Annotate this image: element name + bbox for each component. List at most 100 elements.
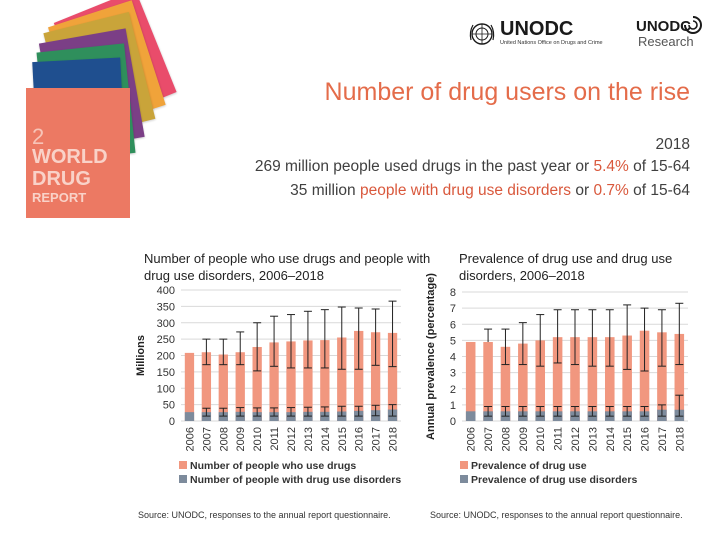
report-cover-front: 2 WORLD DRUG REPORT (26, 88, 130, 218)
unodc-research-logo: UNODC Research (636, 14, 706, 50)
x-tick-label: 2012 (570, 427, 582, 451)
chart-right: 0 1 2 3 4 5 6 7 8 Annual prevalence (percentage) 2… (425, 273, 688, 486)
y-tick-label: 0 (450, 416, 456, 428)
y-tick-label: 3 (450, 368, 456, 380)
x-tick-label: 2014 (605, 427, 617, 451)
bar-users (518, 343, 528, 421)
y-axis-label: Millions (135, 335, 147, 376)
x-tick-label: 2013 (303, 427, 315, 451)
bar-users (535, 340, 546, 421)
x-tick-label: 2014 (320, 427, 332, 451)
bar-users (570, 337, 580, 421)
bar-users (465, 341, 476, 421)
bar-users (483, 341, 493, 421)
y-tick-label: 0 (169, 416, 175, 428)
x-tick-label: 2006 (466, 427, 478, 451)
x-tick-label: 2010 (252, 427, 264, 451)
bar-users (252, 346, 262, 421)
bar-users (337, 337, 347, 421)
bar-users (184, 352, 195, 421)
x-tick-label: 2012 (286, 427, 298, 451)
legend-label: Prevalence of drug use disorders (471, 474, 637, 486)
legend-swatch (460, 461, 468, 469)
bar-users (320, 340, 330, 421)
un-emblem-icon (469, 23, 495, 45)
x-tick-label: 2006 (184, 427, 196, 451)
bar-users (622, 335, 632, 421)
stat-disorders-percent: 0.7% (593, 182, 629, 199)
chart-left: 0 50 100 150 200 250 300 350 400 Millions 2006 2007… (135, 285, 401, 486)
y-tick-label: 200 (157, 351, 175, 363)
y-tick-label: 250 (157, 334, 175, 346)
legend-swatch (179, 475, 187, 483)
x-tick-label: 2017 (371, 427, 383, 451)
y-tick-label: 100 (157, 383, 175, 395)
y-tick-label: 6 (450, 319, 456, 331)
unodc-logo-subtitle: United Nations Office on Drugs and Crime (500, 40, 603, 46)
bar-users (354, 330, 364, 421)
y-tick-label: 300 (157, 318, 175, 330)
research-swirl-icon (684, 16, 702, 34)
legend-label: Number of people with drug use disorders (190, 474, 401, 486)
legend-label: Prevalence of drug use (471, 460, 587, 472)
y-tick-label: 7 (450, 303, 456, 315)
x-tick-label: 2016 (640, 427, 652, 451)
x-tick-label: 2010 (535, 427, 547, 451)
legend-swatch (460, 475, 468, 483)
x-tick-label: 2018 (388, 427, 400, 451)
stat-disorders-phrase: people with drug use disorders (359, 182, 572, 199)
x-tick-label: 2015 (337, 427, 349, 451)
stat-disorders-text: 35 million (290, 182, 360, 199)
x-tick-label: 2015 (622, 427, 634, 451)
stat-users-suffix: of 15-64 (628, 158, 690, 175)
bar-users (218, 354, 228, 421)
bar-users (269, 342, 279, 421)
y-tick-label: 400 (157, 285, 175, 297)
x-tick-label: 2007 (201, 427, 213, 451)
y-tick-label: 1 (450, 400, 456, 412)
bar-users (657, 332, 667, 421)
legend-label: Number of people who use drugs (190, 460, 356, 472)
stat-users-percent: 5.4% (593, 158, 629, 175)
cover-word-world: WORLD (32, 146, 108, 168)
bar-disorders (465, 411, 476, 421)
y-tick-label: 8 (450, 287, 456, 299)
x-tick-label: 2008 (218, 427, 230, 451)
legend-swatch (179, 461, 187, 469)
x-tick-label: 2008 (500, 427, 512, 451)
bar-users (235, 352, 245, 421)
stat-line-users: 269 million people used drugs in the pas… (255, 158, 690, 176)
bar-users (286, 341, 296, 421)
stat-disorders-or: or (571, 182, 594, 199)
slide-title: Number of drug users on the rise (324, 78, 690, 106)
y-tick-label: 50 (163, 400, 175, 412)
source-right: Source: UNODC, responses to the annual r… (430, 510, 683, 520)
bar-users (639, 330, 650, 421)
stat-disorders-suffix: of 15-64 (628, 182, 690, 199)
y-tick-label: 4 (450, 352, 456, 364)
x-tick-label: 2007 (483, 427, 495, 451)
x-tick-label: 2018 (674, 427, 686, 451)
bar-users (604, 337, 615, 421)
y-tick-label: 2 (450, 384, 456, 396)
x-tick-label: 2011 (269, 427, 281, 451)
x-tick-label: 2011 (553, 427, 565, 451)
x-tick-label: 2009 (518, 427, 530, 451)
x-tick-label: 2017 (657, 427, 669, 451)
source-left: Source: UNODC, responses to the annual r… (138, 510, 391, 520)
unodc-logo: UNODC United Nations Office on Drugs and… (468, 18, 603, 50)
bar-disorders (184, 412, 195, 421)
x-tick-label: 2009 (235, 427, 247, 451)
bar-users (674, 333, 685, 421)
bar-users (201, 352, 212, 421)
stat-year: 2018 (655, 136, 690, 153)
research-logo-top: UNODC (636, 18, 691, 35)
bar-users (303, 340, 313, 421)
cover-word-drug: DRUG (32, 168, 91, 190)
x-tick-label: 2016 (354, 427, 366, 451)
bar-users (500, 346, 511, 421)
bar-users (587, 337, 598, 421)
bar-users (552, 337, 563, 421)
cover-number: 2 (32, 124, 45, 149)
stat-line-disorders: 35 million people with drug use disorder… (290, 182, 690, 200)
